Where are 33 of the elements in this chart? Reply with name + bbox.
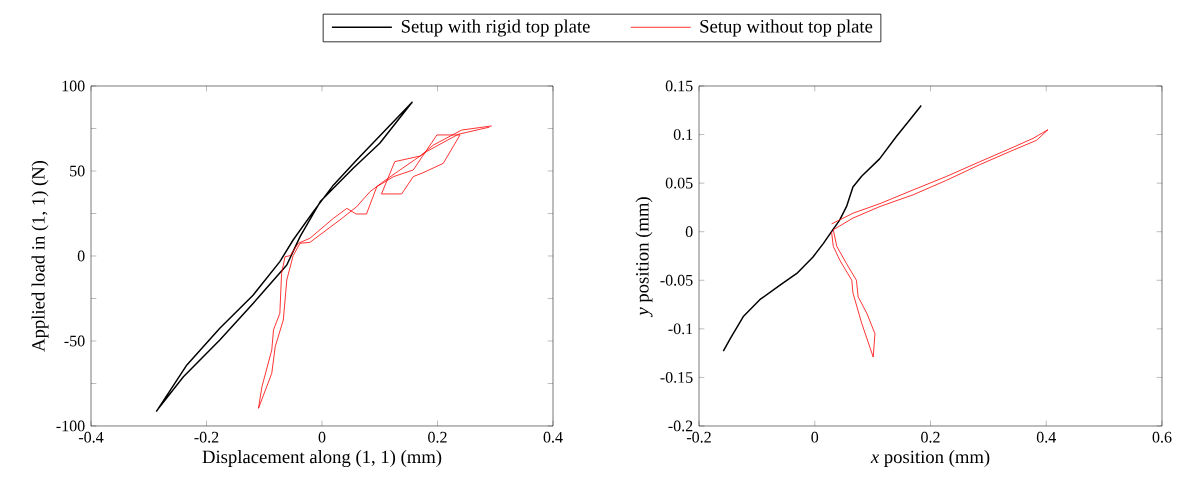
y-tick-label: 0.05 [665, 177, 693, 189]
legend-label: Setup without top plate [700, 19, 873, 37]
y-tick-label: 100 [62, 80, 85, 92]
line-series [155, 101, 413, 413]
x-tick-label: 0 [811, 431, 819, 443]
x-tick-label: 0.4 [543, 431, 563, 443]
y-tick-label: 0.15 [665, 80, 693, 92]
y-tick-label: -0.2 [668, 420, 693, 432]
x-axis-title: x position (mm) [870, 450, 990, 467]
x-tick-label: 0.6 [1152, 431, 1172, 443]
y-tick-label: -0.15 [660, 371, 693, 383]
x-tick-label: 0.2 [921, 431, 940, 443]
line-series [722, 104, 922, 352]
x-tick-label: -0.4 [78, 431, 104, 443]
y-tick-label: 0.1 [673, 129, 693, 140]
y-tick-label: 0 [77, 250, 85, 262]
x-tick-label: 0.2 [428, 431, 447, 443]
x-tick-label: -0.2 [686, 431, 711, 443]
x-tick-label: -0.2 [194, 431, 219, 443]
x-tick-label: 0.4 [1036, 431, 1056, 443]
x-tick-label: 0 [318, 431, 326, 443]
y-tick-label: 0 [685, 226, 693, 238]
y-axis-title: y position (mm) [635, 197, 653, 318]
y-tick-label: -50 [64, 335, 85, 347]
y-tick-label: -0.1 [668, 323, 693, 335]
legend-label: Setup with rigid top plate [401, 19, 590, 37]
line-series [831, 129, 1049, 358]
y-axis-title: Applied load in (1, 1) (N) [31, 160, 49, 352]
y-tick-label: 50 [70, 165, 85, 177]
x-axis-title: Displacement along (1, 1) (mm) [202, 450, 442, 468]
line-series [258, 125, 493, 409]
y-tick-label: -0.05 [660, 274, 693, 286]
y-tick-label: -100 [56, 420, 85, 432]
